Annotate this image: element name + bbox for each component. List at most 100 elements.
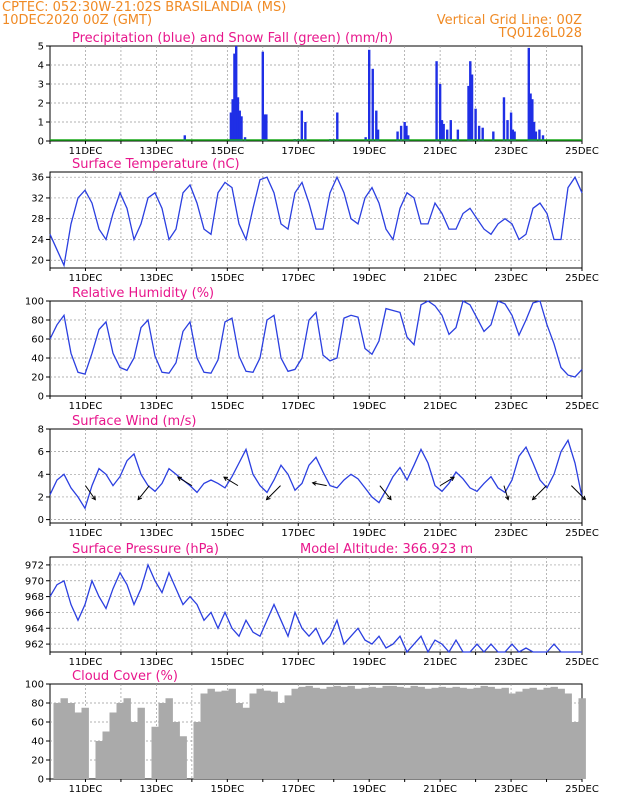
cloud-cover-bar: [263, 690, 271, 779]
wind-arrow-head: [387, 495, 392, 501]
pres-ytick-label: 972: [25, 560, 44, 571]
wind-xtick-label: 23DEC: [494, 528, 528, 539]
rh-xtick-label: 23DEC: [494, 401, 528, 412]
temp-frame: [49, 171, 583, 269]
temp-xtick-label: 11DEC: [69, 273, 103, 284]
precip-bar: [399, 125, 403, 141]
precip-bar: [456, 129, 460, 141]
temp-ytick-label: 24: [31, 235, 44, 246]
precip-bar: [235, 46, 238, 141]
cloud-cover-bar: [95, 741, 103, 779]
precip-xtick-label: 25DEC: [565, 146, 599, 157]
wind-arrow-head: [581, 495, 587, 501]
cloud-cover-bar: [102, 731, 110, 779]
temp-ytick-label: 20: [31, 256, 44, 267]
precip-bar: [470, 74, 474, 141]
precip-bar: [229, 112, 233, 141]
precip-bar: [449, 120, 452, 141]
wind-arrow-head: [177, 476, 182, 481]
cloud-cover-bar: [522, 688, 530, 779]
cloud-cover-bar: [298, 686, 306, 779]
precip-bar: [236, 97, 240, 141]
cloud-cover-bar: [438, 686, 446, 779]
cloud-ytick-label: 40: [31, 737, 44, 748]
pres-xtick-label: 13DEC: [140, 657, 174, 668]
wind-ytick-label: 6: [38, 447, 44, 458]
cloud-cover-bar: [431, 687, 439, 779]
cloud-cover-bar: [242, 707, 250, 779]
wind-arrow: [571, 485, 586, 500]
wind-frame: [49, 428, 583, 524]
cloud-cover-bar: [200, 693, 208, 779]
precip-bar: [371, 68, 374, 141]
precip-bar: [336, 112, 339, 141]
precip-bar: [396, 131, 399, 141]
precip-title: Precipitation (blue) and Snow Fall (gree…: [72, 31, 393, 46]
precip-xtick-label: 21DEC: [423, 146, 457, 157]
cloud-cover-bar: [564, 693, 572, 779]
precip-bar: [304, 122, 307, 141]
pres-ytick-label: 970: [25, 576, 44, 587]
wind-xtick-label: 21DEC: [423, 528, 457, 539]
cloud-cover-bar: [515, 691, 523, 779]
cloud-cover-bar: [347, 685, 355, 779]
cloud-cover-bar: [165, 698, 173, 779]
wind-arrow: [177, 476, 193, 487]
cloud-cover-bar: [529, 687, 537, 779]
cloud-cover-bar: [487, 686, 495, 779]
cloud-cover-bar: [319, 688, 327, 779]
rh-xtick-label: 19DEC: [352, 401, 386, 412]
cloud-xtick-label: 11DEC: [69, 784, 103, 795]
wind-ytick-label: 4: [38, 470, 44, 481]
cloud-cover-bar: [249, 693, 257, 779]
precip-bar: [364, 137, 367, 141]
pres-ytick-label: 962: [25, 640, 44, 651]
cloud-cover-bar: [81, 707, 89, 779]
wind-ytick-label: 0: [38, 515, 44, 526]
rh-ytick-label: 60: [31, 335, 44, 346]
temp-series-line: [49, 175, 583, 268]
cloud-cover-bar: [270, 691, 278, 779]
pres-ytick-label: 964: [25, 624, 44, 635]
cloud-cover-bar: [417, 686, 425, 779]
rh-ytick-label: 0: [38, 392, 44, 403]
header-date: 10DEC2020 00Z (GMT): [2, 13, 153, 28]
precip-ytick-label: 0: [38, 137, 44, 148]
precip-bar: [538, 129, 541, 141]
precip-bar: [527, 47, 530, 141]
cloud-cover-bar: [53, 703, 61, 779]
cloud-ytick-label: 100: [25, 680, 44, 691]
cloud-cover-bar: [557, 688, 565, 779]
cloud-cover-bar: [410, 685, 418, 779]
wind-ytick-label: 2: [38, 492, 44, 503]
wind-xtick-label: 11DEC: [69, 528, 103, 539]
rh-xtick-label: 17DEC: [281, 401, 315, 412]
rh-ytick-label: 20: [31, 373, 44, 384]
cloud-cover-bar: [382, 685, 390, 779]
precip-bar: [541, 135, 545, 141]
rh-ytick-label: 40: [31, 354, 44, 365]
temp-xtick-label: 13DEC: [140, 273, 174, 284]
header-model-code: TQ0126L028: [498, 26, 582, 41]
precip-bar: [502, 97, 506, 141]
precip-bar: [368, 49, 371, 141]
wind-arrow: [137, 485, 150, 500]
wind-arrow-head: [531, 495, 537, 501]
cloud-cover-bar: [452, 686, 460, 779]
cloud-cover-bar: [284, 695, 292, 779]
cloud-ytick-label: 80: [31, 699, 44, 710]
cloud-cover-bar: [291, 688, 299, 779]
precip-bar: [403, 122, 406, 141]
cloud-cover-bar: [235, 703, 243, 779]
wind-xtick-label: 17DEC: [281, 528, 315, 539]
wind-arrow: [85, 485, 96, 500]
temp-xtick-label: 15DEC: [210, 273, 244, 284]
cloud-cover-bar: [305, 685, 313, 779]
wind-xtick-label: 15DEC: [210, 528, 244, 539]
cloud-cover-bar: [158, 703, 166, 779]
pres-xtick-label: 17DEC: [281, 657, 315, 668]
rh-xtick-label: 21DEC: [423, 401, 457, 412]
cloud-cover-bar: [221, 690, 229, 779]
precip-bar: [240, 116, 243, 141]
temp-xtick-label: 21DEC: [423, 273, 457, 284]
